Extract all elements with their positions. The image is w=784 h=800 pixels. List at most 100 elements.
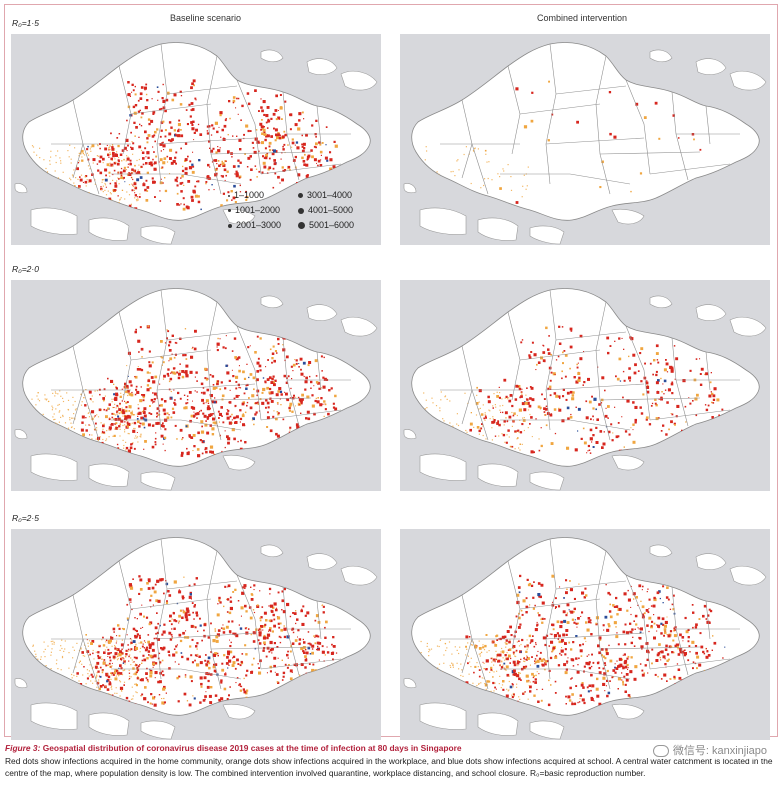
case-dot: [176, 644, 178, 646]
workplace-dot: [454, 692, 456, 694]
workplace-dot: [424, 408, 426, 410]
case-dot: [209, 374, 212, 376]
case-dot: [227, 441, 230, 445]
workplace-dot: [98, 679, 100, 681]
case-dot: [196, 648, 198, 650]
case-dot: [257, 663, 259, 665]
case-dot: [282, 145, 284, 148]
case-dot: [145, 199, 149, 202]
case-dot: [547, 348, 550, 351]
workplace-dot: [501, 433, 503, 435]
workplace-dot: [525, 675, 527, 677]
case-dot: [208, 666, 211, 670]
case-dot: [134, 634, 137, 637]
case-dot: [127, 619, 129, 621]
case-dot: [128, 583, 132, 587]
case-dot: [240, 685, 243, 688]
case-dot: [290, 387, 292, 390]
case-dot: [228, 664, 230, 666]
case-dot: [330, 421, 333, 424]
case-dot: [156, 579, 160, 583]
case-dot: [317, 397, 319, 399]
case-dot: [235, 170, 238, 173]
case-dot: [153, 654, 157, 658]
workplace-dot: [55, 178, 57, 180]
case-dot: [590, 633, 593, 636]
case-dot: [485, 659, 489, 663]
islet-shape: [419, 453, 467, 481]
workplace-dot: [70, 179, 72, 181]
case-dot: [526, 387, 528, 389]
case-dot: [588, 400, 592, 404]
workplace-dot: [52, 427, 55, 429]
case-dot: [613, 135, 617, 139]
case-dot: [296, 618, 299, 621]
case-dot: [617, 688, 619, 690]
workplace-dot: [132, 153, 134, 155]
case-dot: [160, 129, 163, 132]
district-boundary: [166, 331, 238, 341]
workplace-dot: [40, 698, 42, 700]
case-dot: [98, 687, 101, 691]
case-dot: [672, 594, 675, 597]
workplace-dot: [134, 186, 136, 188]
case-dot: [169, 148, 173, 152]
case-dot: [180, 652, 183, 654]
case-dot: [277, 412, 280, 415]
workplace-dot: [140, 149, 143, 151]
case-dot: [502, 433, 506, 437]
case-dot: [301, 134, 303, 137]
case-dot: [181, 181, 184, 184]
case-dot: [282, 610, 286, 614]
case-dot: [586, 452, 588, 454]
district-boundary: [545, 538, 557, 680]
workplace-dot: [423, 694, 425, 696]
workplace-dot: [110, 674, 113, 676]
case-dot: [141, 356, 143, 358]
workplace-dot: [483, 203, 486, 205]
workplace-dot: [97, 155, 99, 157]
case-dot: [533, 353, 537, 357]
case-dot: [281, 659, 283, 661]
case-dot: [102, 424, 105, 428]
case-dot: [184, 613, 187, 615]
islet-shape: [729, 316, 767, 337]
case-dot: [531, 656, 533, 658]
workplace-dot: [443, 654, 445, 656]
workplace-dot: [80, 198, 82, 200]
workplace-dot: [420, 435, 422, 437]
case-dot: [249, 616, 253, 620]
case-dot: [231, 428, 235, 432]
case-dot: [147, 634, 150, 636]
case-dot: [560, 620, 563, 624]
case-dot: [505, 646, 507, 648]
case-dot: [194, 604, 196, 606]
case-dot: [201, 398, 204, 402]
case-dot: [123, 176, 125, 179]
workplace-dot: [80, 404, 83, 406]
case-dot: [235, 387, 238, 390]
workplace-dot: [480, 694, 482, 696]
workplace-dot: [134, 197, 136, 199]
case-dot: [176, 176, 179, 179]
case-dot: [478, 675, 481, 678]
case-dot: [575, 635, 578, 638]
workplace-dot: [438, 663, 441, 665]
case-dot: [300, 647, 304, 651]
case-dot: [124, 400, 126, 402]
case-dot: [154, 437, 157, 440]
case-dot: [116, 162, 120, 166]
case-dot: [123, 158, 125, 161]
workplace-dot: [68, 437, 70, 439]
district-boundary: [625, 79, 651, 175]
case-dot: [273, 618, 276, 621]
case-dot: [147, 578, 151, 582]
case-dot: [541, 617, 544, 620]
workplace-dot: [67, 150, 69, 152]
case-dot: [313, 385, 315, 387]
case-dot: [207, 405, 210, 408]
case-dot: [159, 404, 161, 407]
case-dot: [199, 676, 203, 680]
workplace-dot: [128, 405, 130, 407]
workplace-dot: [92, 162, 94, 164]
